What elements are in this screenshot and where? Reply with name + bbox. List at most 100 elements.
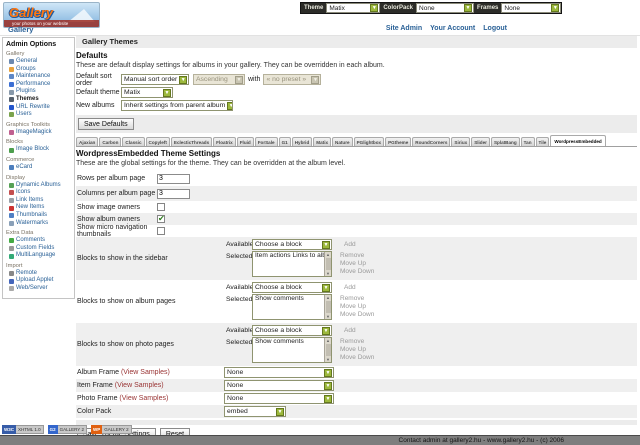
sidebar-item[interactable]: New Items: [6, 204, 72, 212]
sidebar-item[interactable]: Dynamic Albums: [6, 182, 72, 190]
theme-tab[interactable]: Slider: [471, 137, 490, 146]
sidebar-remove-block-link[interactable]: Remove: [340, 252, 365, 259]
show-micro-navigation-thumbnails-checkbox[interactable]: [157, 227, 165, 235]
footer-badge[interactable]: W3C XHTML 1.0: [2, 425, 44, 434]
sidebar-item[interactable]: ImageMagick: [6, 129, 72, 137]
nav-link[interactable]: Logout: [483, 25, 507, 32]
theme-tab[interactable]: Nature: [332, 137, 353, 146]
footer-badge[interactable]: G2 GALLERY 2: [47, 425, 87, 434]
sidebar-item[interactable]: Users: [6, 111, 72, 119]
color-pack-select[interactable]: embed ▼: [224, 406, 286, 417]
sidebar-item[interactable]: Maintenance: [6, 73, 72, 81]
theme-tab[interactable]: G1: [278, 137, 291, 146]
theme-tab[interactable]: SplatBang: [490, 137, 520, 146]
item-frame-view-samples-link[interactable]: (View Samples): [114, 382, 164, 389]
sidebar-item[interactable]: MultiLanguage: [6, 252, 72, 260]
sidebar-item[interactable]: Upload Applet: [6, 277, 72, 285]
listbox-scrollbar[interactable]: ▲ ▼: [324, 295, 331, 319]
theme-tab[interactable]: Copyleft: [145, 137, 170, 146]
photo-frame-select[interactable]: None ▼: [224, 393, 334, 404]
listbox-scrollbar[interactable]: ▲ ▼: [324, 338, 331, 362]
album-move-up-link[interactable]: Move Up: [340, 303, 367, 310]
theme-tab[interactable]: PGtheme: [385, 137, 412, 146]
sidebar-item[interactable]: General: [6, 58, 72, 66]
photo-move-down-link[interactable]: Move Down: [340, 354, 375, 361]
sidebar-item[interactable]: Web/Server: [6, 285, 72, 293]
selected-block-item[interactable]: Links to album/photo peers: [292, 252, 324, 259]
theme-tab[interactable]: PGlightbox: [353, 137, 385, 146]
theme-tab[interactable]: Carbon: [99, 137, 122, 146]
default-theme-select[interactable]: Matix ▼: [121, 87, 173, 98]
sort-order-select[interactable]: Manual sort order ▼: [121, 74, 189, 85]
theme-tab[interactable]: Fluid: [236, 137, 254, 146]
theme-tab[interactable]: Siriux: [451, 137, 471, 146]
sidebar-item[interactable]: Plugins: [6, 88, 72, 96]
theme-tab[interactable]: Classic: [122, 137, 145, 146]
album-add-block-link[interactable]: Add: [344, 284, 356, 291]
nav-link[interactable]: Site Admin: [385, 25, 423, 32]
show-image-owners-checkbox[interactable]: [157, 203, 165, 211]
theme-tab[interactable]: WordpressEmbedded: [550, 135, 606, 146]
theme-tab[interactable]: Tile: [535, 137, 550, 146]
theme-select[interactable]: Matix ▼: [326, 3, 381, 13]
scroll-down-icon[interactable]: ▼: [326, 271, 330, 276]
album-available-block-select[interactable]: Choose a block ▼: [252, 282, 332, 293]
breadcrumb-gallery-link[interactable]: Gallery: [8, 25, 34, 34]
photo-selected-blocks-listbox[interactable]: Show comments ▲ ▼: [252, 337, 332, 363]
selected-block-item[interactable]: Show comments: [255, 295, 304, 302]
theme-tab[interactable]: Floatrix: [213, 137, 236, 146]
scroll-down-icon[interactable]: ▼: [326, 357, 330, 362]
sidebar-item[interactable]: Performance: [6, 81, 72, 89]
theme-tab[interactable]: Tan: [520, 137, 535, 146]
scroll-up-icon[interactable]: ▲: [326, 252, 330, 257]
photo-move-up-link[interactable]: Move Up: [340, 346, 367, 353]
selected-block-item[interactable]: Show comments: [255, 338, 304, 345]
scroll-up-icon[interactable]: ▲: [326, 295, 330, 300]
sidebar-add-block-link[interactable]: Add: [344, 241, 356, 248]
scroll-up-icon[interactable]: ▲: [326, 338, 330, 343]
album-move-down-link[interactable]: Move Down: [340, 311, 375, 318]
photo-available-block-select[interactable]: Choose a block ▼: [252, 325, 332, 336]
gallery-logo[interactable]: Gallery your photos on your website: [3, 2, 100, 28]
photo-frame-view-samples-link[interactable]: (View Samples): [119, 395, 169, 402]
sidebar-item[interactable]: Icons: [6, 189, 72, 197]
sidebar-item[interactable]: Remote: [6, 270, 72, 278]
frames-select[interactable]: None ▼: [501, 3, 562, 13]
photo-remove-block-link[interactable]: Remove: [340, 338, 365, 345]
rows-per-album-page-input[interactable]: [157, 173, 190, 184]
sidebar-item[interactable]: Custom Fields: [6, 245, 72, 253]
nav-link[interactable]: Your Account: [430, 25, 476, 32]
theme-tab[interactable]: RoundCorners: [412, 137, 451, 146]
sidebar-item[interactable]: Groups: [6, 66, 72, 74]
sidebar-item[interactable]: Thumbnails: [6, 212, 72, 220]
sidebar-item[interactable]: Image Block: [6, 146, 72, 154]
theme-tab[interactable]: Hybrid: [291, 137, 313, 146]
sidebar-item[interactable]: Link Items: [6, 197, 72, 205]
sidebar-item[interactable]: Watermarks: [6, 220, 72, 228]
photo-add-block-link[interactable]: Add: [344, 327, 356, 334]
theme-tab[interactable]: EclecticThreads: [170, 137, 213, 146]
theme-tab[interactable]: Matix: [313, 137, 332, 146]
sidebar-item[interactable]: URL Rewrite: [6, 104, 72, 112]
sidebar-move-down-link[interactable]: Move Down: [340, 268, 375, 275]
listbox-scrollbar[interactable]: ▲ ▼: [324, 252, 331, 276]
save-defaults-button[interactable]: Save Defaults: [78, 118, 134, 130]
item-frame-select[interactable]: None ▼: [224, 380, 334, 391]
sidebar-item[interactable]: Themes: [6, 96, 72, 104]
columns-per-album-page-input[interactable]: [157, 188, 190, 199]
footer-badge[interactable]: WP GALLERY 2: [90, 425, 132, 434]
album-frame-view-samples-link[interactable]: (View Samples): [120, 369, 170, 376]
scroll-down-icon[interactable]: ▼: [326, 314, 330, 319]
sidebar-item[interactable]: eCard: [6, 164, 72, 172]
sidebar-item[interactable]: Comments: [6, 237, 72, 245]
show-album-owners-checkbox[interactable]: [157, 214, 165, 223]
album-frame-select[interactable]: None ▼: [224, 367, 334, 378]
sidebar-move-up-link[interactable]: Move Up: [340, 260, 367, 267]
album-selected-blocks-listbox[interactable]: Show comments ▲ ▼: [252, 294, 332, 320]
theme-tab[interactable]: ForSale: [254, 137, 278, 146]
new-albums-select[interactable]: Inherit settings from parent album ▼: [121, 100, 233, 111]
sidebar-available-block-select[interactable]: Choose a block ▼: [252, 239, 332, 250]
album-remove-block-link[interactable]: Remove: [340, 295, 365, 302]
theme-tab[interactable]: Ajaxian: [76, 137, 99, 146]
